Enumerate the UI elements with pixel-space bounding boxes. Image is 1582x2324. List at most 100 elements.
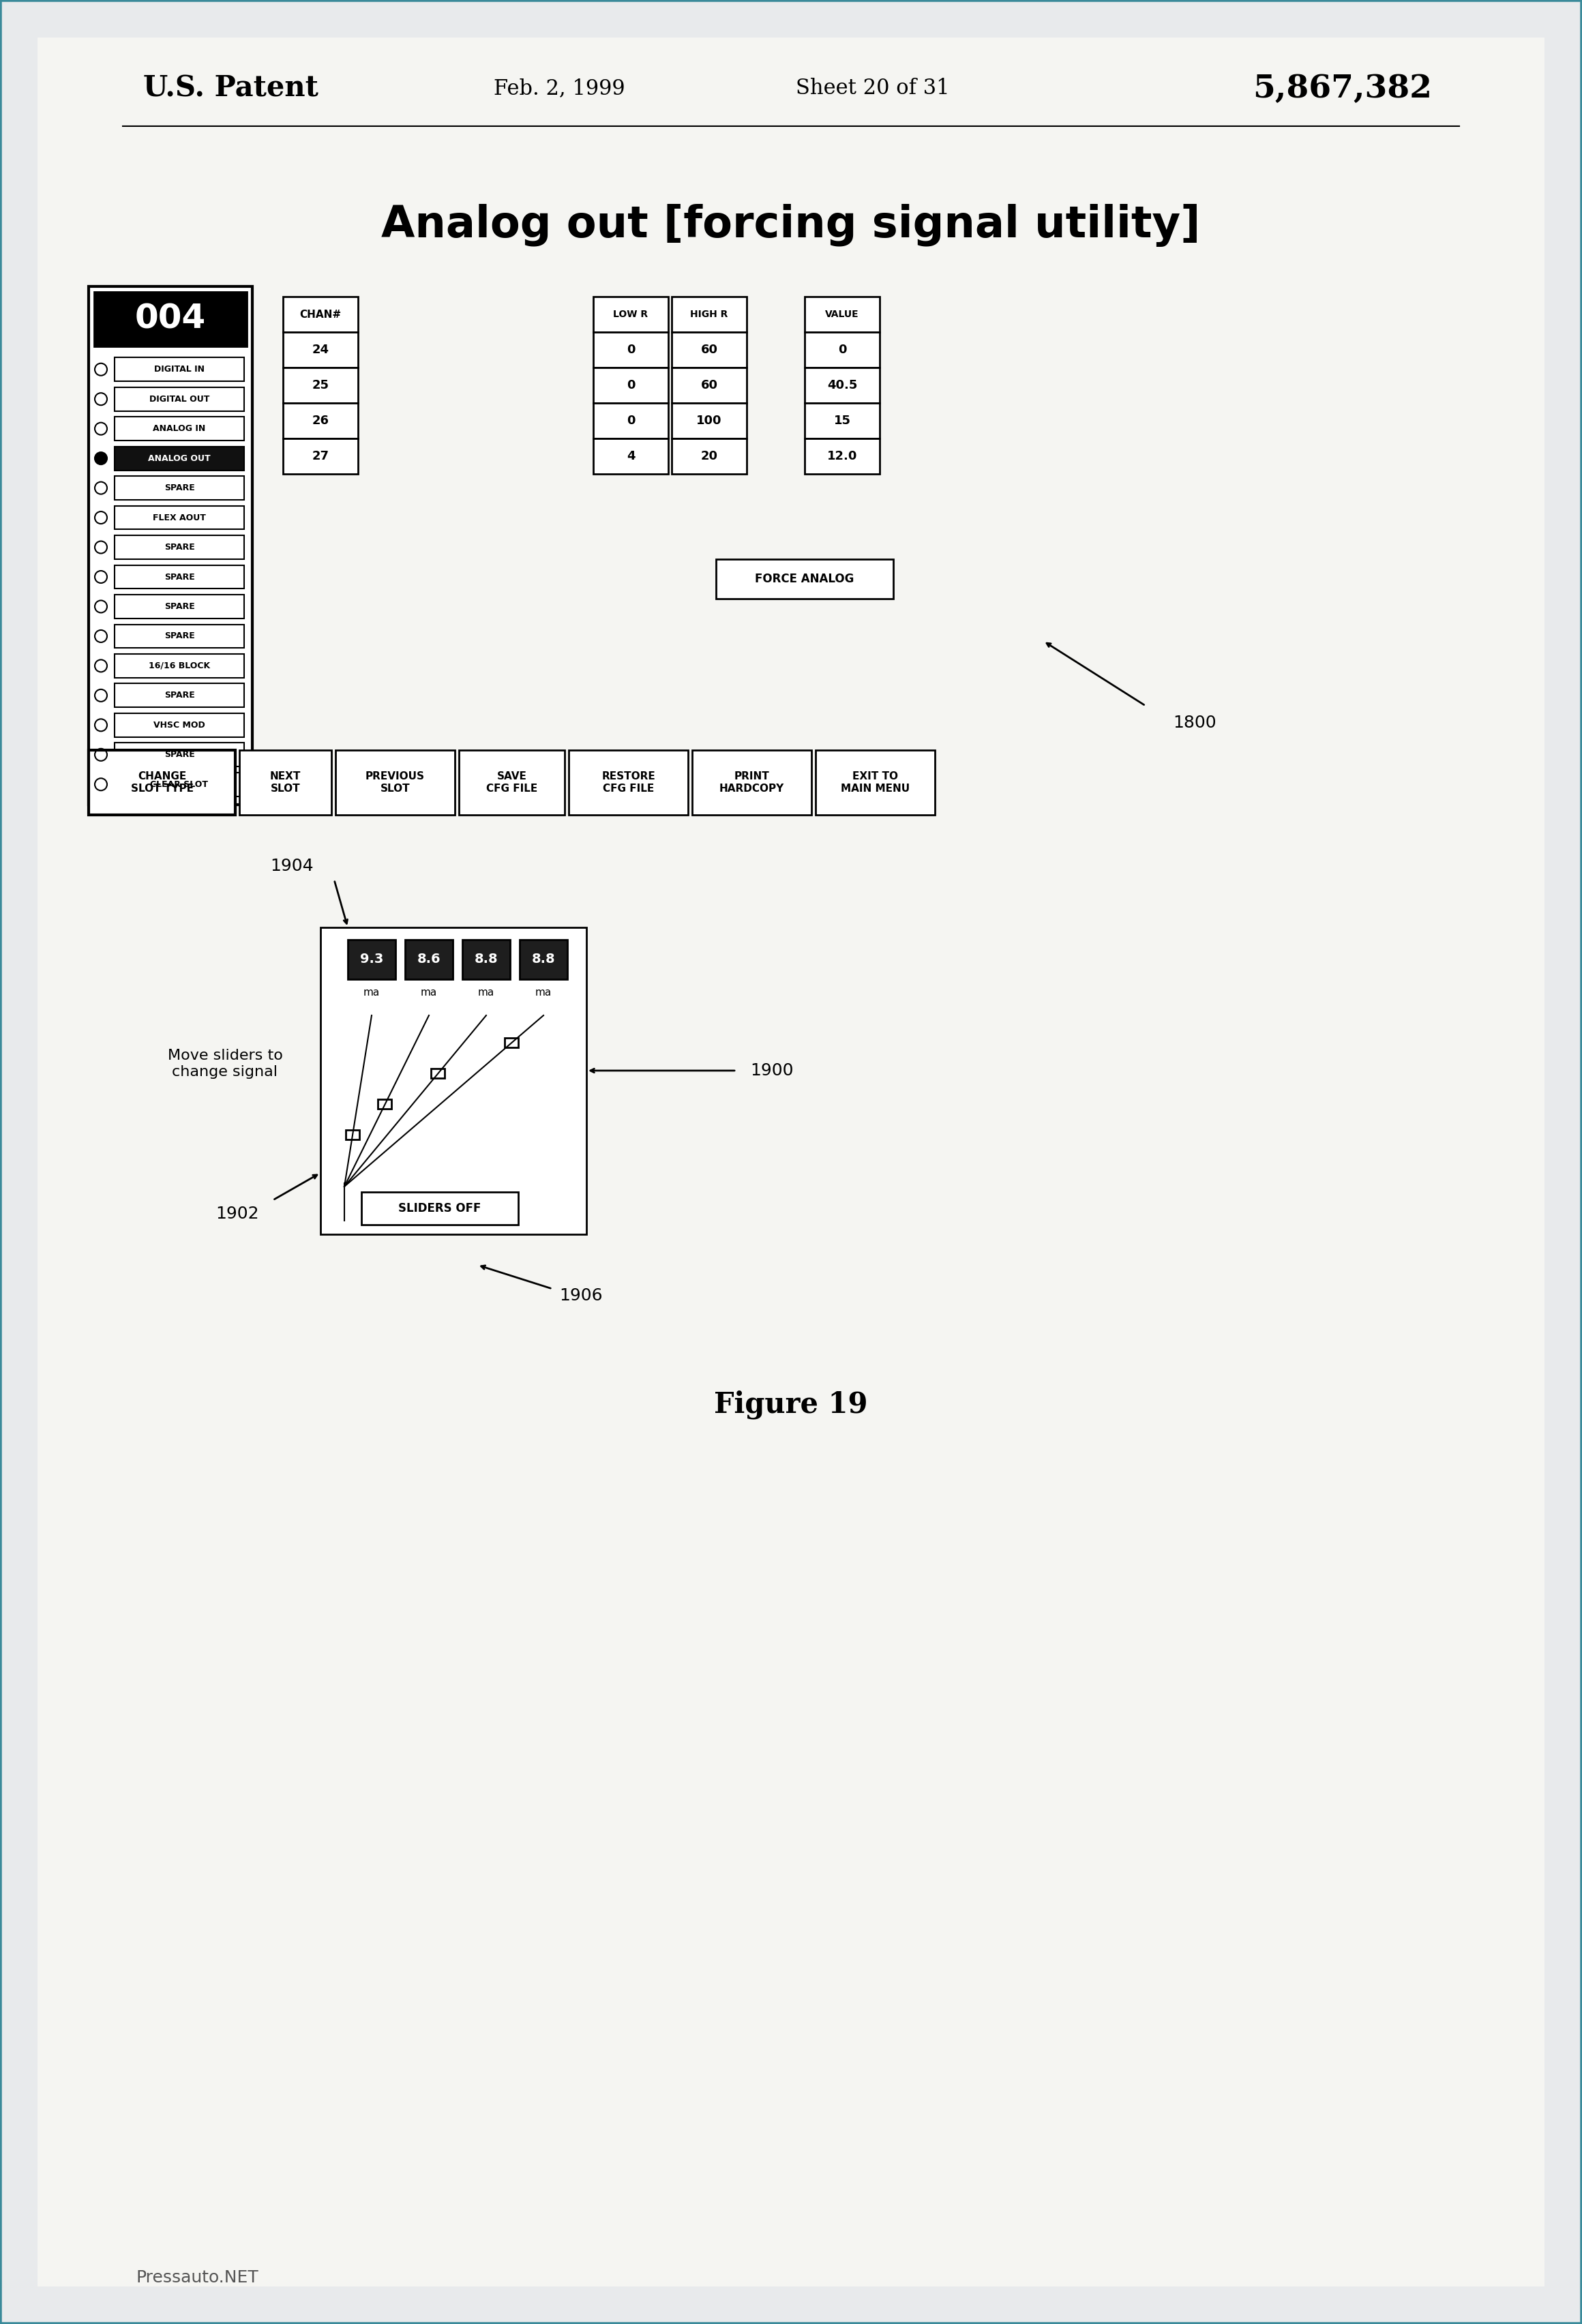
Bar: [114, 744, 244, 767]
Text: LOW R: LOW R: [614, 309, 649, 318]
Bar: [114, 535, 244, 560]
Text: SPARE: SPARE: [165, 602, 195, 611]
Bar: [283, 402, 358, 439]
Bar: [805, 332, 880, 367]
Bar: [321, 927, 587, 1234]
Bar: [593, 367, 668, 402]
Bar: [346, 1129, 359, 1139]
Bar: [93, 293, 247, 346]
Text: RESTORE
CFG FILE: RESTORE CFG FILE: [601, 772, 655, 792]
Circle shape: [95, 453, 108, 465]
Text: 1800: 1800: [1172, 716, 1217, 732]
Text: DIGITAL IN: DIGITAL IN: [153, 365, 204, 374]
Bar: [114, 625, 244, 648]
Bar: [717, 560, 894, 600]
Text: 20: 20: [701, 451, 718, 462]
Text: SPARE: SPARE: [165, 483, 195, 493]
Text: Move sliders to
change signal: Move sliders to change signal: [168, 1048, 283, 1078]
Text: ANALOG IN: ANALOG IN: [153, 425, 206, 432]
Bar: [519, 939, 568, 978]
Text: 0: 0: [626, 344, 634, 356]
Text: PRINT
HARDCOPY: PRINT HARDCOPY: [720, 772, 785, 792]
Bar: [114, 446, 244, 469]
Bar: [459, 751, 565, 816]
Text: 16/16 BLOCK: 16/16 BLOCK: [149, 662, 210, 669]
Text: ma: ma: [364, 988, 380, 997]
Text: 24: 24: [312, 344, 329, 356]
Text: 25: 25: [312, 379, 329, 390]
Bar: [805, 439, 880, 474]
Text: 8.6: 8.6: [418, 953, 441, 967]
Bar: [348, 939, 395, 978]
Text: 4: 4: [626, 451, 634, 462]
Bar: [672, 332, 747, 367]
Bar: [114, 416, 244, 442]
Text: SLIDERS OFF: SLIDERS OFF: [399, 1202, 481, 1215]
Text: 1902: 1902: [215, 1206, 259, 1222]
Bar: [593, 297, 668, 332]
Bar: [114, 507, 244, 530]
Text: ma: ma: [421, 988, 437, 997]
Bar: [114, 772, 244, 797]
Text: 9.3: 9.3: [361, 953, 383, 967]
Text: 1906: 1906: [558, 1287, 603, 1304]
Bar: [805, 402, 880, 439]
Bar: [114, 476, 244, 500]
Text: 0: 0: [626, 379, 634, 390]
Text: Analog out [forcing signal utility]: Analog out [forcing signal utility]: [381, 205, 1201, 246]
Bar: [283, 332, 358, 367]
Text: 100: 100: [696, 414, 721, 428]
Text: Sheet 20 of 31: Sheet 20 of 31: [796, 79, 949, 100]
Text: 1900: 1900: [750, 1062, 794, 1078]
Text: Figure 19: Figure 19: [713, 1390, 869, 1420]
Text: NEXT
SLOT: NEXT SLOT: [271, 772, 301, 792]
Bar: [672, 439, 747, 474]
Bar: [114, 565, 244, 588]
Text: EXIT TO
MAIN MENU: EXIT TO MAIN MENU: [840, 772, 910, 792]
Bar: [361, 1192, 519, 1225]
Bar: [505, 1039, 519, 1048]
Text: CHAN#: CHAN#: [299, 309, 342, 318]
Bar: [593, 402, 668, 439]
Text: SPARE: SPARE: [165, 572, 195, 581]
Text: 5,867,382: 5,867,382: [1253, 72, 1432, 105]
Text: 27: 27: [312, 451, 329, 462]
Bar: [114, 388, 244, 411]
Text: SPARE: SPARE: [165, 690, 195, 700]
Text: FLEX AOUT: FLEX AOUT: [153, 514, 206, 523]
Text: VALUE: VALUE: [826, 309, 859, 318]
Bar: [335, 751, 456, 816]
Text: ma: ma: [535, 988, 552, 997]
Bar: [405, 939, 452, 978]
Text: 15: 15: [834, 414, 851, 428]
Text: 1904: 1904: [271, 858, 313, 874]
Text: 0: 0: [838, 344, 846, 356]
Text: CLEAR SLOT: CLEAR SLOT: [150, 781, 209, 788]
Bar: [239, 751, 331, 816]
Text: 26: 26: [312, 414, 329, 428]
Bar: [805, 297, 880, 332]
Bar: [816, 751, 935, 816]
Text: CHANGE
SLOT TYPE: CHANGE SLOT TYPE: [131, 772, 193, 792]
Bar: [283, 439, 358, 474]
Bar: [89, 751, 236, 816]
Text: PREVIOUS
SLOT: PREVIOUS SLOT: [365, 772, 426, 792]
Bar: [462, 939, 509, 978]
Text: FORCE ANALOG: FORCE ANALOG: [755, 572, 854, 586]
Bar: [430, 1069, 445, 1078]
Bar: [672, 367, 747, 402]
Text: U.S. Patent: U.S. Patent: [144, 74, 318, 102]
Bar: [283, 367, 358, 402]
Bar: [693, 751, 812, 816]
Text: 8.8: 8.8: [532, 953, 555, 967]
Bar: [672, 297, 747, 332]
Text: SAVE
CFG FILE: SAVE CFG FILE: [486, 772, 538, 792]
Text: 40.5: 40.5: [827, 379, 857, 390]
Bar: [114, 595, 244, 618]
Text: HIGH R: HIGH R: [690, 309, 728, 318]
Bar: [114, 358, 244, 381]
Bar: [114, 653, 244, 679]
Bar: [283, 297, 358, 332]
Text: VHSC MOD: VHSC MOD: [153, 720, 206, 730]
Text: ANALOG OUT: ANALOG OUT: [149, 453, 210, 462]
